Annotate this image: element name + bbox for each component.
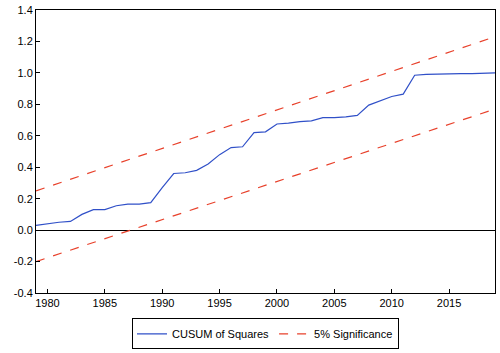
svg-text:1.2: 1.2 [18,35,33,47]
svg-text:1980: 1980 [35,297,59,309]
svg-text:0.8: 0.8 [18,98,33,110]
svg-text:-0.2: -0.2 [14,255,33,267]
svg-text:1.0: 1.0 [18,67,33,79]
svg-text:2015: 2015 [437,297,461,309]
svg-text:0.6: 0.6 [18,130,33,142]
svg-text:2000: 2000 [265,297,289,309]
svg-text:0.2: 0.2 [18,193,33,205]
svg-text:0.0: 0.0 [18,224,33,236]
svg-text:1990: 1990 [150,297,174,309]
svg-text:2005: 2005 [322,297,346,309]
svg-text:CUSUM of Squares: CUSUM of Squares [172,328,269,340]
svg-text:5% Significance: 5% Significance [314,328,392,340]
svg-text:0.4: 0.4 [18,161,33,173]
svg-text:-0.4: -0.4 [14,287,33,299]
svg-text:1985: 1985 [93,297,117,309]
svg-text:1.4: 1.4 [18,4,33,16]
svg-text:2010: 2010 [379,297,403,309]
svg-text:1995: 1995 [207,297,231,309]
